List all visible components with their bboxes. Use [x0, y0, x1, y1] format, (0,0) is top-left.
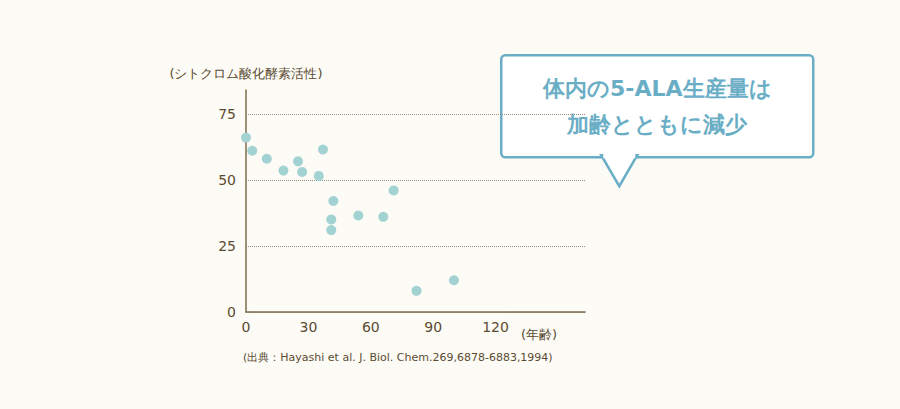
- svg-text:50: 50: [218, 172, 236, 188]
- svg-text:加齢とともに減少: 加齢とともに減少: [566, 112, 748, 137]
- svg-text:30: 30: [299, 319, 317, 335]
- svg-text:60: 60: [362, 319, 380, 335]
- svg-text:120: 120: [482, 319, 509, 335]
- svg-text:25: 25: [218, 238, 236, 254]
- svg-text:(シトクロム酸化酵素活性): (シトクロム酸化酵素活性): [169, 66, 322, 81]
- svg-text:0: 0: [242, 319, 251, 335]
- svg-text:0: 0: [227, 304, 236, 320]
- svg-text:75: 75: [218, 106, 236, 122]
- svg-text:90: 90: [424, 319, 442, 335]
- svg-text:(出典：Hayashi et al. J. Biol. Ch: (出典：Hayashi et al. J. Biol. Chem.269,687…: [243, 351, 553, 364]
- svg-text:体内の5-ALA生産量は: 体内の5-ALA生産量は: [542, 76, 772, 101]
- svg-text:(年齢): (年齢): [521, 327, 557, 342]
